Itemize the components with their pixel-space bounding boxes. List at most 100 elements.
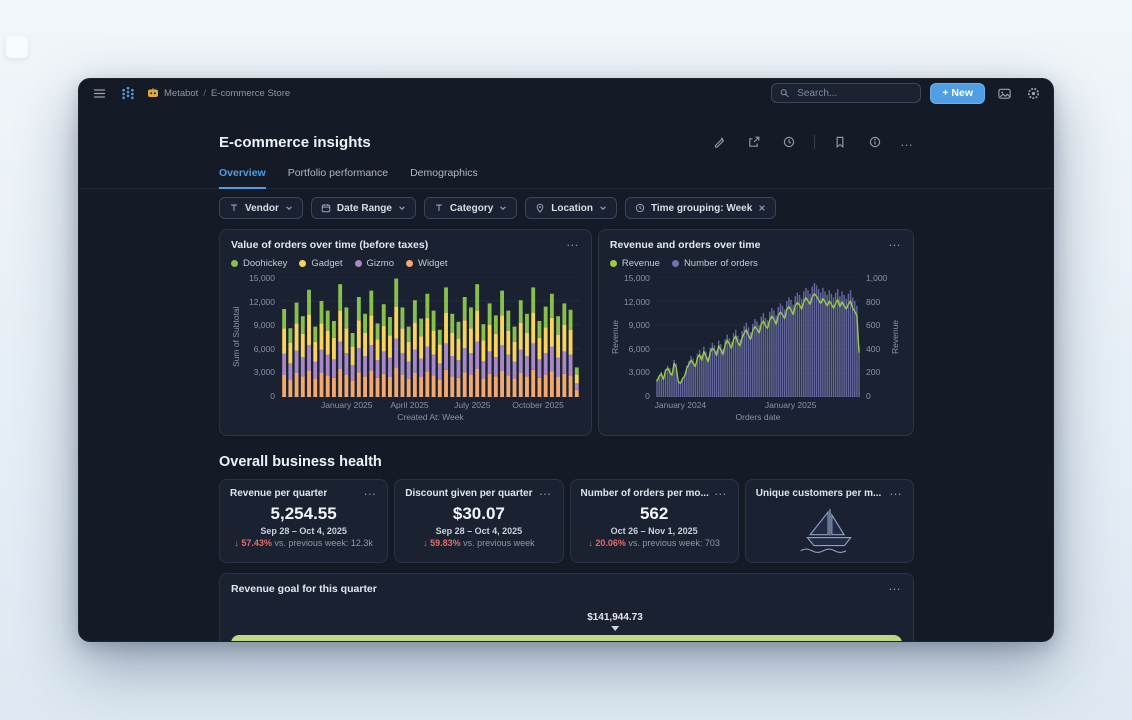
card-menu-button[interactable]: … <box>565 234 580 249</box>
tab-portfolio-performance[interactable]: Portfolio performance <box>287 167 389 179</box>
filter-time-grouping-label: Time grouping: Week <box>650 202 753 214</box>
image-button[interactable] <box>994 83 1014 103</box>
y-axis-label: Sum of Subtotal <box>231 306 241 368</box>
filter-date-range-label: Date Range <box>336 202 392 214</box>
kpi-title: Discount given per quarter <box>405 488 533 499</box>
location-pin-icon <box>536 203 544 213</box>
search-input[interactable] <box>795 86 913 100</box>
legend-label[interactable]: Doohickey <box>243 258 288 269</box>
card-menu-button[interactable]: … <box>363 483 378 498</box>
legend-dot <box>299 260 307 267</box>
chart-title: Value of orders over time (before taxes) <box>231 239 429 251</box>
tab-demographics[interactable]: Demographics <box>410 167 478 179</box>
card-menu-button[interactable]: … <box>889 483 903 498</box>
kpi-card-revenue-per-quarter: Revenue per quarter … 5,254.55 Sep 28 – O… <box>219 479 389 563</box>
kpi-title: Number of orders per mo... <box>580 488 709 499</box>
filter-location[interactable]: Location <box>525 197 617 219</box>
card-menu-button[interactable]: … <box>888 234 902 249</box>
kpi-period: Sep 28 – Oct 4, 2025 <box>260 526 347 536</box>
filter-time-grouping[interactable]: Time grouping: Week <box>624 197 777 219</box>
legend-dot <box>405 260 413 267</box>
metabase-logo-icon <box>122 86 134 100</box>
breadcrumb-root[interactable]: Metabot <box>164 87 199 99</box>
goal-progress-bar[interactable] <box>231 635 902 641</box>
right-y-axis-label: Revenue <box>890 319 900 355</box>
breadcrumb-current[interactable]: E-commerce Store <box>210 87 291 99</box>
bookmark-button[interactable] <box>830 132 850 152</box>
search-box[interactable] <box>771 83 922 103</box>
delta-context: vs. previous week: 12.3k <box>274 538 373 548</box>
legend-label[interactable]: Number of orders <box>683 258 758 269</box>
filter-vendor[interactable]: Vendor <box>219 197 303 219</box>
left-y-axis-ticks: 15,000 12,000 9,000 6,000 3,000 0 <box>623 273 650 401</box>
chart-legend: Doohickey Gadget Gizmo Widget <box>231 258 580 269</box>
delta-value: 20.06% <box>595 538 626 548</box>
goal-marker-arrow-icon <box>611 626 619 631</box>
chevron-down-icon <box>600 206 606 210</box>
legend-label[interactable]: Widget <box>417 258 448 269</box>
delta-value: 57.43% <box>241 538 272 548</box>
search-icon <box>781 89 789 98</box>
kpi-card-discount-per-quarter: Discount given per quarter … $30.07 Sep 2… <box>394 479 564 563</box>
subscriptions-button[interactable] <box>779 132 799 152</box>
dashboard-tabs: Overview Portfolio performance Demograph… <box>79 167 1053 189</box>
clock-icon <box>783 136 795 148</box>
x-axis-label: Orders date <box>735 412 781 422</box>
icon-divider <box>814 135 815 149</box>
legend-label[interactable]: Revenue <box>621 258 660 269</box>
filter-bar: Vendor Date Range Category Location Time… <box>79 197 1053 219</box>
card-menu-button[interactable]: … <box>713 483 728 498</box>
card-menu-button[interactable]: … <box>888 578 902 593</box>
breadcrumb: Metabot / E-commerce Store <box>147 87 290 99</box>
combo-plot[interactable] <box>655 277 860 397</box>
kpi-card-orders-per-month: Number of orders per mo... … 562 Oct 26 –… <box>569 479 739 563</box>
bookmark-icon <box>836 136 844 148</box>
kpi-delta: ↓ 57.43% vs. previous week: 12.3k <box>230 538 377 548</box>
stacked-bar-chart-card: Value of orders over time (before taxes)… <box>219 229 592 436</box>
hamburger-menu-button[interactable] <box>89 83 109 103</box>
hamburger-icon <box>93 88 105 98</box>
dashboard-content: Value of orders over time (before taxes)… <box>79 219 1053 641</box>
chevron-down-icon <box>286 206 292 210</box>
delta-down-arrow: ↓ <box>423 538 428 548</box>
calendar-icon <box>321 204 331 213</box>
new-button[interactable]: + New <box>930 82 985 104</box>
kpi-delta: ↓ 59.83% vs. previous week <box>405 538 552 548</box>
legend-label[interactable]: Gadget <box>311 258 343 269</box>
pencil-icon <box>714 137 725 148</box>
settings-button[interactable] <box>1023 83 1043 103</box>
filter-category-label: Category <box>449 202 494 214</box>
delta-context: vs. previous week: 703 <box>628 538 720 548</box>
kpi-period: Sep 28 – Oct 4, 2025 <box>435 526 523 536</box>
kpi-card-unique-customers: Unique customers per m... … <box>744 479 914 563</box>
combo-chart-card: Revenue and orders over time … Revenue N… <box>597 229 914 436</box>
topbar: Metabot / E-commerce Store + New <box>79 79 1053 107</box>
dashboard-header: E-commerce insights … <box>79 132 1053 152</box>
more-options-button[interactable]: … <box>900 134 914 149</box>
goal-marker-label: $141,944.73 <box>587 612 643 623</box>
legend-dot <box>609 260 617 267</box>
info-button[interactable] <box>865 132 885 152</box>
image-icon <box>997 88 1011 99</box>
share-button[interactable] <box>744 132 764 152</box>
kpi-value: $30.07 <box>452 504 505 523</box>
metabase-logo[interactable] <box>118 83 138 103</box>
legend-dot <box>671 260 679 267</box>
filter-category[interactable]: Category <box>423 197 518 219</box>
kpi-title: Unique customers per m... <box>755 488 882 499</box>
tab-overview[interactable]: Overview <box>219 167 266 189</box>
gear-icon <box>1027 87 1039 99</box>
filter-date-range[interactable]: Date Range <box>310 197 416 219</box>
metabot-icon <box>148 88 158 97</box>
legend-label[interactable]: Gizmo <box>366 258 394 269</box>
card-menu-button[interactable]: … <box>538 483 553 498</box>
right-y-axis-ticks: 1,000 800 600 400 200 0 <box>866 273 888 401</box>
text-filter-icon <box>436 204 442 211</box>
kpi-period: Oct 26 – Nov 1, 2025 <box>610 526 698 536</box>
kpi-title: Revenue per quarter <box>230 488 328 499</box>
empty-state-sailboat-icon <box>800 509 853 554</box>
stacked-bar-plot[interactable] <box>281 277 580 397</box>
close-icon[interactable] <box>758 204 766 212</box>
edit-dashboard-button[interactable] <box>709 132 729 152</box>
